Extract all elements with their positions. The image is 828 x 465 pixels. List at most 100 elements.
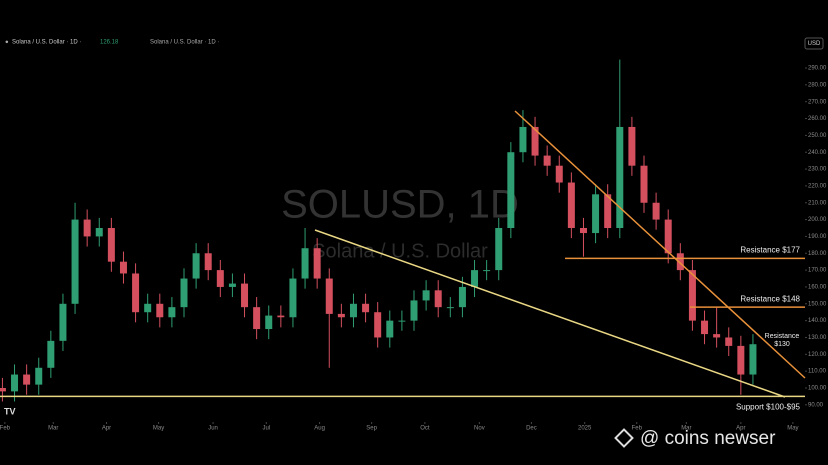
candle-body	[107, 228, 115, 262]
candle-body	[725, 337, 733, 346]
candle-body	[265, 315, 273, 330]
candle-body	[180, 278, 188, 308]
candle-body	[168, 307, 176, 318]
candle-body	[132, 273, 140, 313]
y-tick-label: 270.00	[808, 99, 827, 105]
candle-body	[228, 283, 236, 287]
candle-body	[688, 270, 696, 321]
candle-body	[664, 219, 672, 254]
candle-body	[579, 228, 587, 234]
candle-body	[531, 126, 539, 156]
candle-body	[483, 270, 491, 272]
y-tick-label: 230.00	[808, 167, 827, 173]
annotation: $130	[774, 341, 790, 348]
brand-icon	[614, 428, 634, 448]
x-tick-label: May	[153, 426, 164, 432]
candle-body	[604, 194, 612, 229]
candle-body	[11, 374, 19, 392]
symbol-title: Solana / U.S. Dollar · 1D ·	[12, 40, 81, 46]
candle-body	[386, 320, 394, 338]
annotation: Resistance	[765, 333, 800, 340]
candle-body	[410, 300, 418, 321]
x-tick-label: Feb	[0, 426, 11, 432]
candle-body	[713, 334, 721, 338]
symbol-dot: ●	[5, 40, 9, 46]
x-tick-label: May	[787, 426, 798, 432]
x-tick-label: Mar	[681, 426, 691, 432]
candle-body	[0, 388, 6, 392]
candle-body	[507, 152, 515, 229]
x-tick-label: Aug	[314, 426, 325, 432]
trendline	[314, 229, 786, 398]
candle-body	[119, 261, 127, 274]
y-tick-label: 130.00	[808, 335, 827, 341]
y-tick-label: 140.00	[808, 318, 827, 324]
candle-body	[555, 165, 563, 183]
candle-body	[192, 253, 200, 279]
x-tick-label: Sep	[366, 426, 377, 432]
candle-body	[59, 303, 67, 341]
candle-body	[446, 307, 454, 309]
y-tick-label: 210.00	[808, 200, 827, 206]
y-tick-label: 170.00	[808, 268, 827, 274]
candle-body	[313, 248, 321, 279]
candle-body	[737, 345, 745, 375]
candle-body	[592, 194, 600, 234]
candle-body	[71, 219, 79, 304]
level-label: Resistance $148	[740, 294, 800, 303]
y-tick-label: 290.00	[808, 66, 827, 72]
y-tick-label: 220.00	[808, 183, 827, 189]
y-tick-label: 280.00	[808, 82, 827, 88]
candle-body	[628, 126, 636, 166]
candle-body	[337, 313, 345, 318]
y-tick-label: 160.00	[808, 285, 827, 291]
x-tick-label: 2025	[578, 426, 592, 432]
y-tick-label: 250.00	[808, 133, 827, 139]
x-tick-label: Oct	[420, 426, 430, 432]
candle-body	[349, 303, 357, 318]
candle-body	[374, 312, 382, 338]
candle-body	[144, 303, 152, 313]
y-tick-label: 120.00	[808, 352, 827, 358]
watermark: SOLUSD, 1D	[281, 183, 519, 227]
candle-body	[701, 320, 709, 335]
brand: @ coins newser	[640, 428, 776, 449]
trendline	[514, 110, 806, 379]
y-tick-label: 90.00	[808, 402, 824, 408]
x-tick-label: Jun	[208, 426, 218, 432]
candle-body	[23, 374, 31, 385]
candle-body	[495, 228, 503, 271]
y-tick-label: 200.00	[808, 217, 827, 223]
watermark: Solana / U.S. Dollar	[312, 240, 488, 262]
candle-body	[156, 303, 164, 318]
candle-body	[35, 367, 43, 385]
x-tick-label: Apr	[736, 426, 745, 432]
candle-body	[216, 270, 224, 287]
currency-box[interactable]	[804, 37, 824, 50]
candle-body	[471, 270, 479, 287]
candle-body	[543, 155, 551, 166]
last-price: 126.18	[100, 40, 119, 46]
y-tick-label: 240.00	[808, 150, 827, 156]
candle-body	[95, 228, 103, 237]
x-tick-label: Nov	[474, 426, 485, 432]
candle-body	[616, 126, 624, 229]
candle-body	[325, 278, 333, 314]
y-tick-label: 110.00	[808, 369, 827, 375]
candle-body	[289, 278, 297, 318]
candle-body	[519, 126, 527, 153]
y-tick-label: 260.00	[808, 116, 827, 122]
currency[interactable]: USD	[808, 41, 821, 47]
candle-body	[301, 248, 309, 279]
logo: TV	[4, 406, 16, 416]
x-tick-label: Mar	[48, 426, 58, 432]
level-label: Resistance $177	[740, 245, 800, 254]
candle-body	[749, 344, 757, 375]
candle-body	[422, 290, 430, 301]
candle-body	[652, 202, 660, 220]
y-tick-label: 180.00	[808, 251, 827, 257]
candle-body	[640, 165, 648, 203]
